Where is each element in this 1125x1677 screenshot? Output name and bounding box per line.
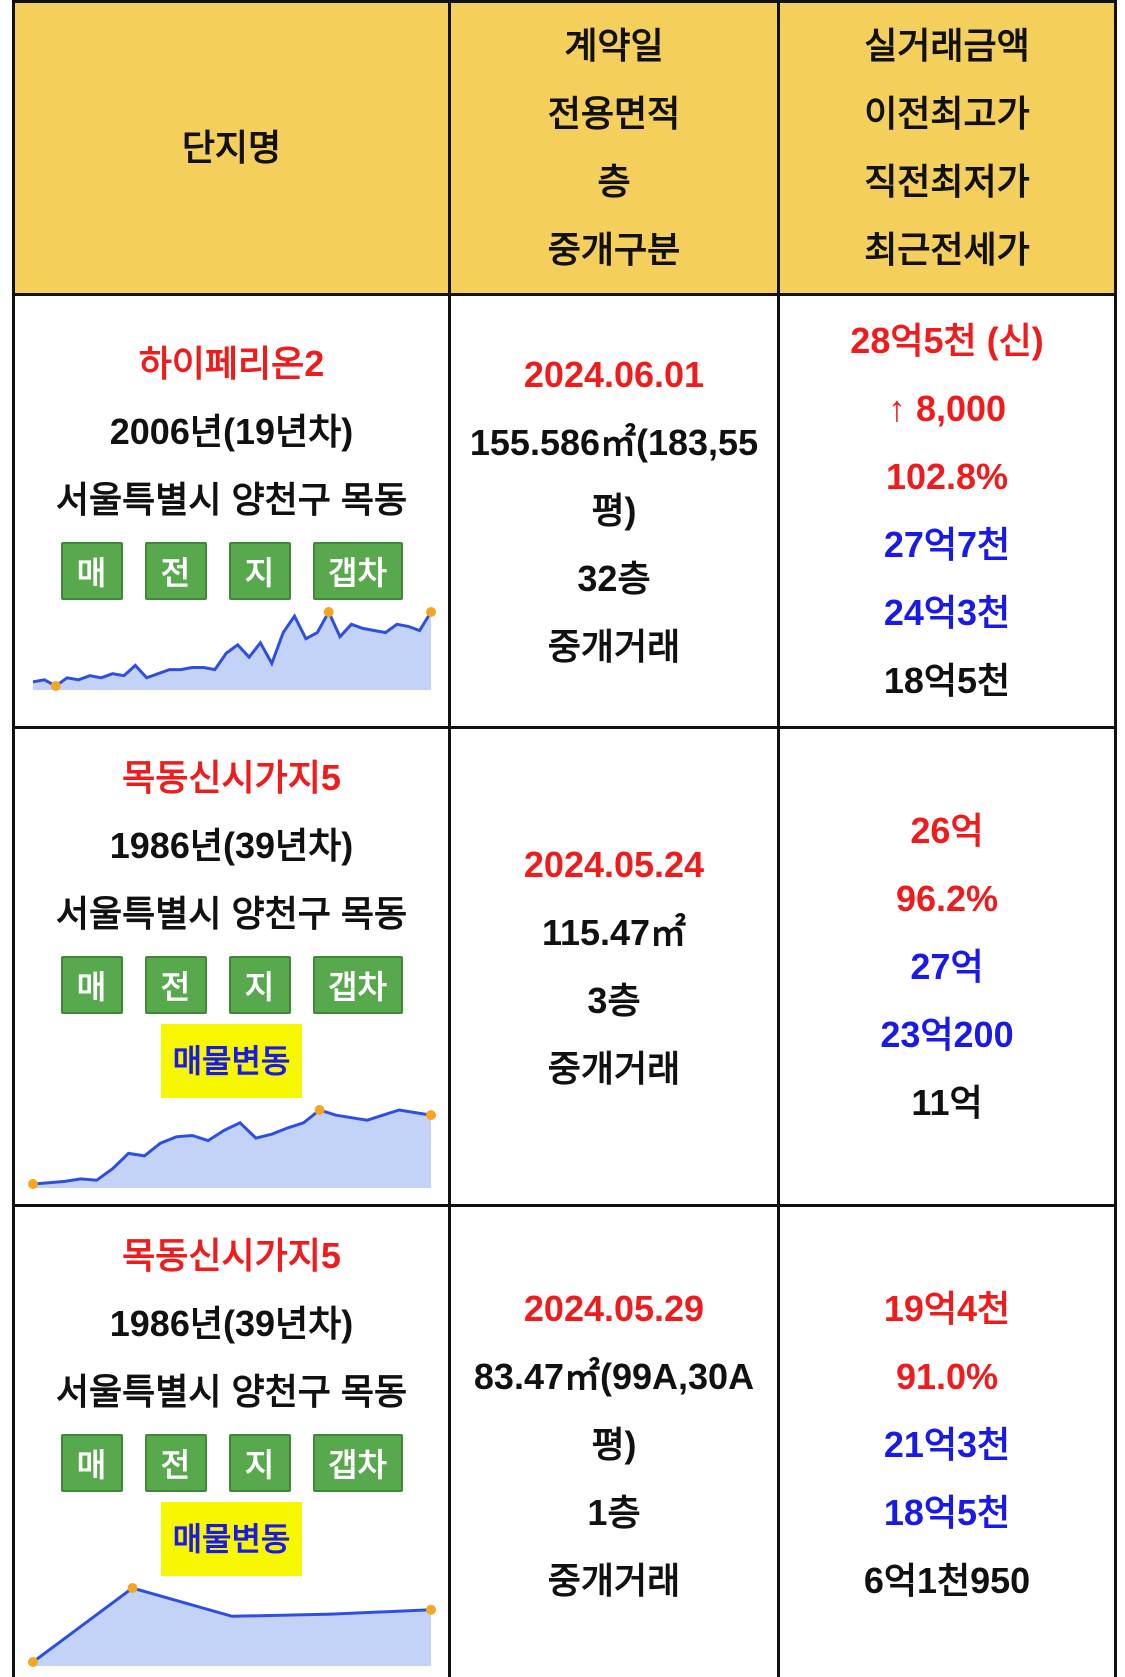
sparkline-point bbox=[50, 681, 61, 691]
map-button[interactable]: 지도 bbox=[228, 542, 291, 649]
deal-price: 26억 bbox=[910, 809, 984, 851]
deal-price: 19억4천 bbox=[883, 1287, 1011, 1329]
contract-cell: 2024.06.01 155.586㎡(183,55평) 32층 중개거래 bbox=[448, 293, 780, 729]
sparkline-point bbox=[27, 1656, 38, 1667]
sparkline-line bbox=[31, 1585, 431, 1663]
built-year: 1986년(39년차) bbox=[109, 1302, 354, 1344]
listing-change-button[interactable]: 매물변동 bbox=[160, 1501, 303, 1576]
built-year: 2006년(19년차) bbox=[109, 411, 354, 452]
complex-cell: 하이페리온2 2006년(19년차) 서울특별시 양천구 목동 매매 전세 지도… bbox=[12, 293, 451, 729]
sparkline-area bbox=[32, 1109, 431, 1188]
action-buttons: 매매 전세 지도 갭차트 bbox=[15, 1433, 448, 1541]
complex-name[interactable]: 목동신시가지5 bbox=[122, 1234, 341, 1276]
sale-button[interactable]: 매매 bbox=[60, 542, 123, 649]
floor: 32층 bbox=[577, 558, 651, 599]
price-cell: 19억4천 91.0% 21억3천 18억5천 6억1천950 bbox=[777, 1204, 1117, 1677]
gap-chart-button[interactable]: 갭차트 bbox=[312, 1433, 403, 1541]
jeonse-button[interactable]: 전세 bbox=[144, 1433, 207, 1541]
contract-date: 2024.05.29 bbox=[523, 1287, 705, 1329]
header-contract-info: 계약일 전용면적 층 중개구분 bbox=[448, 0, 780, 296]
price-sparkline bbox=[27, 1104, 436, 1189]
prev-low-price: 23억200 bbox=[880, 1013, 1014, 1055]
prev-low-price: 24억3천 bbox=[883, 592, 1011, 633]
prev-low-price: 18억5천 bbox=[883, 1491, 1011, 1533]
sparkline-line bbox=[32, 1107, 431, 1185]
complex-name[interactable]: 하이페리온2 bbox=[138, 343, 325, 384]
price-ratio: 102.8% bbox=[885, 456, 1009, 497]
table-row: 목동신시가지5 1986년(39년차) 서울특별시 양천구 목동 매매 전세 지… bbox=[12, 1204, 1117, 1677]
jeonse-button[interactable]: 전세 bbox=[144, 955, 207, 1063]
listing-change-button[interactable]: 매물변동 bbox=[160, 1023, 303, 1098]
header-floor: 층 bbox=[597, 161, 631, 202]
deal-type: 중개거래 bbox=[547, 626, 681, 667]
map-button[interactable]: 지도 bbox=[228, 1433, 291, 1541]
header-row: 단지명 계약일 전용면적 층 중개구분 실거래금액 이전최고가 직전최저가 최근… bbox=[12, 0, 1117, 296]
sale-button[interactable]: 매매 bbox=[60, 955, 123, 1063]
action-buttons: 매매 전세 지도 갭차트 bbox=[15, 955, 448, 1063]
contract-cell: 2024.05.29 83.47㎡(99A,30A평) 1층 중개거래 bbox=[448, 1204, 780, 1677]
price-cell: 26억 96.2% 27억 23억200 11억 bbox=[777, 726, 1117, 1207]
built-year: 1986년(39년차) bbox=[109, 824, 354, 866]
sparkline-point bbox=[127, 1582, 137, 1593]
recent-jeonse: 18억5천 bbox=[883, 660, 1011, 701]
floor: 1층 bbox=[587, 1491, 641, 1533]
header-complex-name: 단지명 bbox=[12, 0, 451, 296]
address: 서울특별시 양천구 목동 bbox=[55, 1370, 408, 1412]
sparkline-point bbox=[425, 1604, 436, 1615]
price-change: ↑ 8,000 bbox=[887, 388, 1007, 429]
header-jeonse: 최근전세가 bbox=[864, 229, 1030, 270]
complex-cell: 목동신시가지5 1986년(39년차) 서울특별시 양천구 목동 매매 전세 지… bbox=[12, 726, 451, 1207]
table-row: 목동신시가지5 1986년(39년차) 서울특별시 양천구 목동 매매 전세 지… bbox=[12, 726, 1117, 1207]
contract-date: 2024.06.01 bbox=[523, 354, 705, 395]
transactions-table: 단지명 계약일 전용면적 층 중개구분 실거래금액 이전최고가 직전최저가 최근… bbox=[12, 0, 1117, 1677]
price-ratio: 96.2% bbox=[895, 877, 999, 919]
sparkline-point bbox=[425, 1109, 436, 1120]
complex-name[interactable]: 목동신시가지5 bbox=[122, 756, 341, 798]
header-prev-low: 직전최저가 bbox=[864, 161, 1030, 202]
sparkline-area bbox=[32, 612, 431, 690]
header-prev-high: 이전최고가 bbox=[864, 93, 1030, 134]
floor: 3층 bbox=[587, 979, 641, 1021]
sparkline-line bbox=[32, 608, 432, 688]
price-sparkline bbox=[32, 607, 436, 691]
complex-cell: 목동신시가지5 1986년(39년차) 서울특별시 양천구 목동 매매 전세 지… bbox=[12, 1204, 451, 1677]
sparkline-point bbox=[425, 607, 436, 617]
prev-high-price: 27억7천 bbox=[883, 524, 1011, 565]
sparkline-point bbox=[27, 1178, 38, 1189]
sparkline-point bbox=[323, 607, 334, 617]
header-contract-date: 계약일 bbox=[564, 25, 664, 66]
table-row: 하이페리온2 2006년(19년차) 서울특별시 양천구 목동 매매 전세 지도… bbox=[12, 293, 1117, 729]
prev-high-price: 21억3천 bbox=[883, 1423, 1011, 1465]
gap-chart-button[interactable]: 갭차트 bbox=[312, 542, 403, 649]
deal-type: 중개거래 bbox=[547, 1559, 681, 1601]
header-deal-type: 중개구분 bbox=[547, 229, 681, 270]
jeonse-button[interactable]: 전세 bbox=[144, 542, 207, 649]
contract-date: 2024.05.24 bbox=[523, 843, 705, 885]
deal-price: 28억5천 (신) bbox=[850, 320, 1044, 361]
price-ratio: 91.0% bbox=[895, 1355, 999, 1397]
header-price-info: 실거래금액 이전최고가 직전최저가 최근전세가 bbox=[777, 0, 1117, 296]
address: 서울특별시 양천구 목동 bbox=[55, 892, 408, 934]
address: 서울특별시 양천구 목동 bbox=[55, 479, 408, 520]
exclusive-area: 155.586㎡(183,55평) bbox=[469, 422, 759, 531]
recent-jeonse: 6억1천950 bbox=[863, 1559, 1031, 1601]
exclusive-area: 83.47㎡(99A,30A평) bbox=[473, 1355, 755, 1465]
contract-cell: 2024.05.24 115.47㎡ 3층 중개거래 bbox=[448, 726, 780, 1207]
header-price: 실거래금액 bbox=[864, 25, 1030, 66]
price-cell: 28억5천 (신) ↑ 8,000 102.8% 27억7천 24억3천 18억… bbox=[777, 293, 1117, 729]
sale-button[interactable]: 매매 bbox=[60, 1433, 123, 1541]
deal-type: 중개거래 bbox=[547, 1047, 681, 1089]
action-buttons: 매매 전세 지도 갭차트 bbox=[15, 542, 448, 649]
header-area: 전용면적 bbox=[547, 93, 681, 134]
sparkline-area bbox=[32, 1587, 431, 1666]
prev-high-price: 27억 bbox=[910, 945, 984, 987]
map-button[interactable]: 지도 bbox=[228, 955, 291, 1063]
recent-jeonse: 11억 bbox=[911, 1081, 983, 1123]
exclusive-area: 115.47㎡ bbox=[541, 911, 687, 953]
gap-chart-button[interactable]: 갭차트 bbox=[312, 955, 403, 1063]
price-sparkline bbox=[27, 1582, 436, 1667]
sparkline-point bbox=[314, 1104, 325, 1115]
